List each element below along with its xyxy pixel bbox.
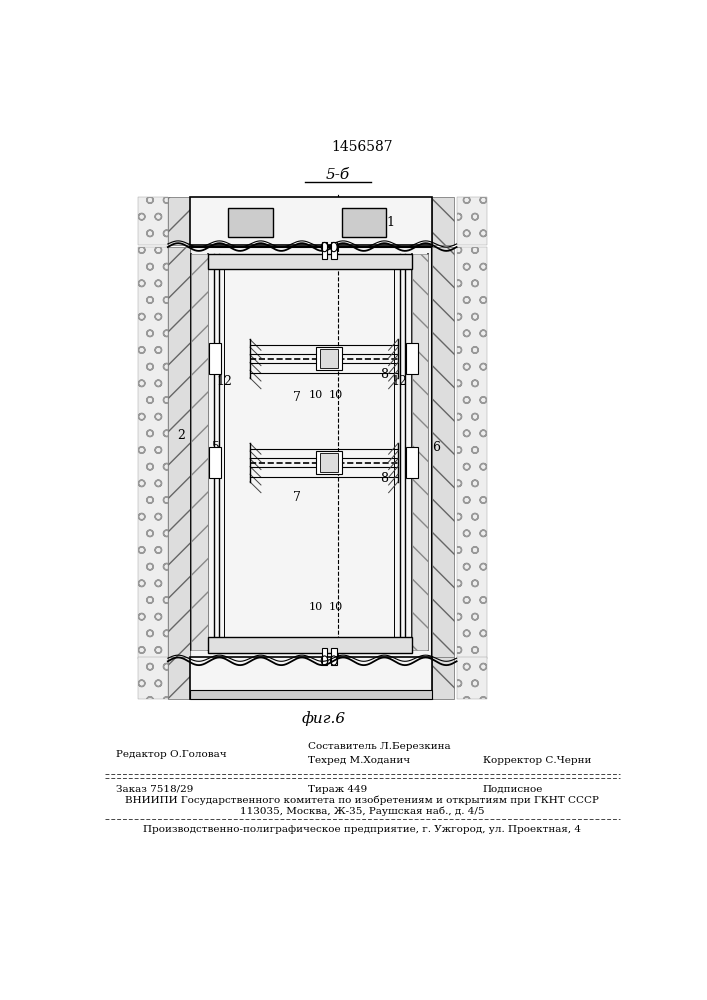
Text: 5: 5 (211, 441, 219, 454)
Bar (189, 197, 432, 245)
Bar (138, 197, 168, 245)
Text: 11: 11 (242, 216, 258, 229)
Text: Техред М.Ходанич: Техред М.Ходанич (308, 756, 409, 765)
Bar (138, 247, 168, 659)
Text: 5-б: 5-б (326, 168, 350, 182)
Text: Составитель Л.Березкина: Составитель Л.Березкина (308, 742, 450, 751)
Bar (331, 648, 337, 665)
Bar (189, 690, 432, 699)
Bar (168, 657, 189, 699)
Bar (189, 657, 432, 699)
Text: 12: 12 (392, 375, 407, 388)
Text: 12: 12 (216, 375, 232, 388)
Bar (411, 254, 428, 650)
Bar (138, 657, 168, 699)
Bar (316, 347, 342, 370)
Bar (322, 242, 327, 259)
Text: Производственно-полиграфическое предприятие, г. Ужгород, ул. Проектная, 4: Производственно-полиграфическое предприя… (144, 825, 581, 834)
Bar (457, 197, 486, 245)
Bar (432, 247, 454, 659)
Text: 8: 8 (380, 472, 388, 485)
Bar (407, 447, 419, 478)
Text: 8: 8 (380, 368, 388, 381)
Text: 1456587: 1456587 (332, 140, 393, 154)
Bar (208, 254, 411, 269)
Bar (322, 648, 327, 665)
Bar (209, 343, 221, 374)
Text: 10: 10 (309, 602, 323, 612)
Text: 10: 10 (329, 390, 343, 400)
Bar (320, 349, 338, 368)
Bar (209, 447, 221, 478)
Bar (228, 208, 273, 237)
Bar (192, 254, 208, 650)
Bar (168, 247, 189, 659)
Bar (341, 208, 387, 237)
Text: 10: 10 (309, 390, 323, 400)
Text: 113035, Москва, Ж-35, Раушская наб., д. 4/5: 113035, Москва, Ж-35, Раушская наб., д. … (240, 807, 484, 816)
Bar (457, 657, 486, 699)
Text: 2: 2 (177, 429, 185, 442)
Text: 7: 7 (293, 391, 300, 404)
Text: 7: 7 (293, 491, 300, 504)
Bar (316, 451, 342, 474)
Bar (168, 197, 189, 245)
Text: фиг.6: фиг.6 (302, 712, 346, 726)
Bar (432, 657, 454, 699)
Text: Заказ 7518/29: Заказ 7518/29 (116, 785, 193, 794)
Bar (432, 197, 454, 245)
Bar (189, 247, 432, 659)
Text: 10: 10 (329, 602, 343, 612)
Bar (457, 247, 486, 659)
Text: Подписное: Подписное (483, 785, 543, 794)
Text: Корректор С.Черни: Корректор С.Черни (483, 756, 591, 765)
Text: 6: 6 (432, 441, 440, 454)
Bar (407, 343, 419, 374)
Bar (320, 453, 338, 472)
Text: Редактор О.Головач: Редактор О.Головач (116, 750, 226, 759)
Text: Тираж 449: Тираж 449 (308, 785, 367, 794)
Text: 11: 11 (379, 216, 395, 229)
Bar (208, 637, 411, 653)
Bar (331, 242, 337, 259)
Text: ВНИИПИ Государственного комитета по изобретениям и открытиям при ГКНТ СССР: ВНИИПИ Государственного комитета по изоб… (125, 796, 600, 805)
